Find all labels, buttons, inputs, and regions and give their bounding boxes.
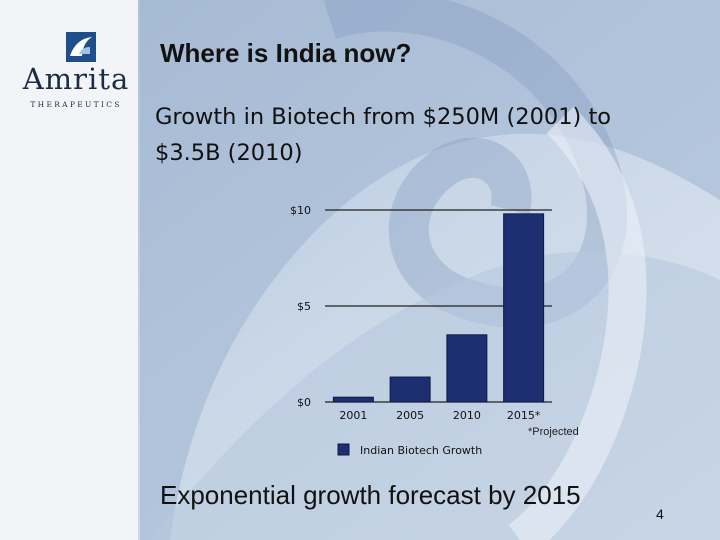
chart-footnote: *Projected [528,426,579,438]
y-tick-label: $5 [297,300,311,313]
y-tick-label: $10 [290,204,311,217]
bar-chart: $0 $5 $10 2001 2005 2010 2015* Indian Biotech G… [290,204,552,457]
slide-subtitle: Growth in Biotech from $250M (2001) to $… [155,104,612,166]
amrita-logo-mark-icon [66,32,96,62]
legend-label: Indian Biotech Growth [360,444,482,457]
brand-name: Amrita [22,62,130,96]
x-tick-label: 2015* [507,409,541,422]
conclusion-text: Exponential growth forecast by 2015 [160,480,581,510]
page-number: 4 [656,506,664,522]
bar [446,334,488,403]
x-tick-label: 2010 [453,409,481,422]
brand-logo: Amrita THERAPEUTICS [22,26,130,118]
brand-tagline: THERAPEUTICS [30,100,122,109]
legend-swatch [337,443,350,456]
y-tick-label: $0 [297,396,311,409]
x-tick-label: 2005 [396,409,424,422]
bar [503,213,545,403]
bar [332,396,374,403]
bar [389,376,431,403]
x-tick-label: 2001 [339,409,367,422]
slide-title: Where is India now? [160,38,412,68]
sidebar [0,0,138,540]
